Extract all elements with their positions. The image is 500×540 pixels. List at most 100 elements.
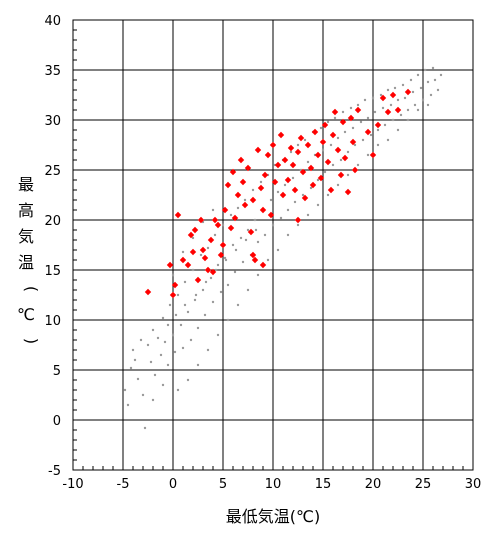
scatter-point-gray <box>301 193 305 197</box>
scatter-point-gray <box>161 316 165 320</box>
scatter-point-gray <box>361 138 365 142</box>
scatter-point-gray <box>174 313 178 317</box>
scatter-point-red <box>166 261 174 269</box>
scatter-point-red <box>184 261 192 269</box>
scatter-point-gray <box>233 270 237 274</box>
scatter-point-red <box>309 181 317 189</box>
scatter-point-gray <box>373 110 377 114</box>
scatter-point-red <box>274 161 282 169</box>
scatter-point-gray <box>191 268 195 272</box>
scatter-point-gray <box>391 118 395 122</box>
scatter-point-red <box>344 188 352 196</box>
scatter-point-red <box>314 151 322 159</box>
y-axis-title-char: 最 <box>18 175 34 194</box>
scatter-point-red <box>339 118 347 126</box>
y-tick-label: 30 <box>44 114 61 129</box>
scatter-point-gray <box>316 178 320 182</box>
scatter-point-gray <box>211 208 215 212</box>
scatter-point-gray <box>316 203 320 207</box>
scatter-point-gray <box>259 180 263 184</box>
x-tick-label: 25 <box>415 477 432 492</box>
scatter-point-gray <box>153 373 157 377</box>
scatter-point-red <box>279 191 287 199</box>
scatter-point-red <box>281 156 289 164</box>
scatter-point-gray <box>254 228 258 232</box>
scatter-point-gray <box>406 118 410 122</box>
scatter-point-gray <box>214 268 218 272</box>
scatter-point-gray <box>416 108 420 112</box>
scatter-point-gray <box>191 236 195 240</box>
scatter-point-red <box>289 161 297 169</box>
scatter-point-gray <box>381 106 385 110</box>
scatter-point-red <box>259 206 267 214</box>
scatter-point-red <box>294 216 302 224</box>
scatter-point-red <box>261 171 269 179</box>
scatter-point-red <box>374 121 382 129</box>
scatter-point-gray <box>341 110 345 114</box>
scatter-point-gray <box>413 103 417 107</box>
scatter-point-gray <box>386 138 390 142</box>
scatter-point-red <box>254 146 262 154</box>
scatter-point-red <box>324 158 332 166</box>
minor-ticks <box>73 29 464 470</box>
scatter-point-red <box>354 106 362 114</box>
x-tick-label: 10 <box>265 477 282 492</box>
scatter-point-gray <box>306 213 310 217</box>
scatter-point-gray <box>356 163 360 167</box>
scatter-point-gray <box>333 116 337 120</box>
scatter-point-gray <box>146 343 150 347</box>
scatter-point-gray <box>289 150 293 154</box>
scatter-point-gray <box>163 340 167 344</box>
scatter-point-gray <box>269 198 273 202</box>
scatter-point-gray <box>183 303 187 307</box>
y-tick-label: 15 <box>44 264 61 279</box>
scatter-point-gray <box>234 248 238 252</box>
scatter-point-gray <box>376 128 380 132</box>
scatter-point-gray <box>189 338 193 342</box>
scatter-point-red <box>217 251 225 259</box>
scatter-point-gray <box>139 338 143 342</box>
scatter-point-red <box>269 141 277 149</box>
scatter-point-gray <box>231 243 235 247</box>
scatter-point-gray <box>366 116 370 120</box>
scatter-point-red <box>239 178 247 186</box>
scatter-point-gray <box>383 123 387 127</box>
scatter-point-gray <box>353 143 357 147</box>
scatter-point-red <box>247 228 255 236</box>
scatter-point-red <box>264 151 272 159</box>
scatter-point-gray <box>166 363 170 367</box>
scatter-point-gray <box>244 238 248 242</box>
scatter-point-gray <box>216 333 220 337</box>
scatter-point-red <box>277 131 285 139</box>
scatter-point-gray <box>343 130 347 134</box>
scatter-point-red <box>329 131 337 139</box>
scatter-point-gray <box>159 353 163 357</box>
scatter-point-red <box>229 168 237 176</box>
scatter-point-gray <box>243 198 247 202</box>
scatter-point-gray <box>241 260 245 264</box>
scatter-point-gray <box>419 86 423 90</box>
scatter-point-red <box>249 196 257 204</box>
y-tick-label: 5 <box>53 364 61 379</box>
scatter-point-red <box>334 146 342 154</box>
x-tick-label: -10 <box>62 477 83 492</box>
scatter-point-gray <box>406 108 410 112</box>
scatter-point-gray <box>323 170 327 174</box>
scatter-point-red <box>214 221 222 229</box>
scatter-point-red <box>191 226 199 234</box>
scatter-point-red <box>327 186 335 194</box>
scatter-point-gray <box>183 280 187 284</box>
scatter-point-gray <box>416 73 420 77</box>
scatter-point-gray <box>326 120 330 124</box>
scatter-point-gray <box>296 223 300 227</box>
scatter-point-red <box>144 288 152 296</box>
scatter-point-red <box>291 186 299 194</box>
y-tick-label: 20 <box>44 214 61 229</box>
x-tick-label: 30 <box>465 477 482 492</box>
scatter-point-gray <box>433 78 437 82</box>
scatter-point-red <box>174 211 182 219</box>
